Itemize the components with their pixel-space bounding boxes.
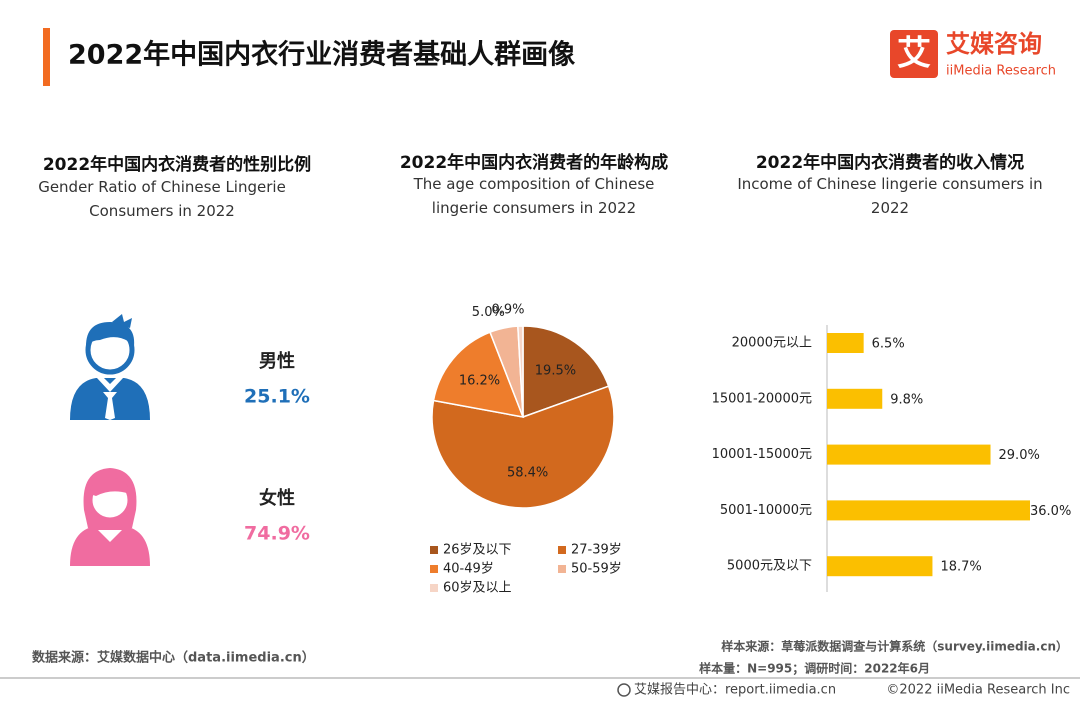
page-title: 2022年中国内衣行业消费者基础人群画像 bbox=[68, 39, 575, 71]
legend-swatch bbox=[430, 565, 438, 573]
footer-copyright: ©2022 iiMedia Research Inc bbox=[886, 683, 1070, 698]
pie-label: 19.5% bbox=[535, 363, 576, 378]
bar bbox=[827, 333, 864, 353]
legend-label: 27-39岁 bbox=[571, 543, 622, 558]
bar-category: 15001-20000元 bbox=[712, 391, 812, 406]
logo-en: iiMedia Research bbox=[946, 64, 1056, 79]
legend-swatch bbox=[558, 565, 566, 573]
title-accent bbox=[43, 28, 50, 86]
bar bbox=[827, 500, 1030, 521]
gender-label: 女性 bbox=[259, 487, 295, 509]
bar bbox=[827, 388, 883, 409]
pie-slice bbox=[431, 385, 615, 509]
bar-value: 36.0% bbox=[1030, 504, 1071, 519]
bar-value: 9.8% bbox=[890, 392, 923, 407]
footer-icon bbox=[617, 683, 631, 697]
chart-title: 2022年中国内衣消费者的年龄构成 bbox=[399, 153, 669, 173]
bar-value: 18.7% bbox=[940, 560, 981, 575]
legend-label: 40-49岁 bbox=[443, 562, 494, 577]
bar-value: 6.5% bbox=[872, 337, 905, 352]
bar-category: 5001-10000元 bbox=[720, 503, 812, 518]
gender-value: 74.9% bbox=[244, 523, 310, 545]
legend-label: 26岁及以下 bbox=[443, 543, 512, 558]
pie-label: 58.4% bbox=[507, 466, 548, 481]
pie-label: 5.0% bbox=[472, 305, 505, 320]
bar-category: 20000元以上 bbox=[732, 336, 812, 351]
pie-slice bbox=[522, 325, 610, 419]
sample-info: 样本量：N=995；调研时间：2022年6月 bbox=[699, 661, 930, 676]
bar bbox=[827, 444, 991, 465]
chart-subtitle: Income of Chinese lingerie consumers in … bbox=[737, 175, 1043, 217]
pie-label: 0.9% bbox=[491, 303, 524, 318]
logo-box bbox=[890, 30, 938, 78]
bar-category: 10001-15000元 bbox=[712, 447, 812, 462]
sample-source: 样本来源：草莓派数据调查与计算系统（survey.iimedia.cn） bbox=[721, 639, 1068, 654]
legend-swatch bbox=[430, 546, 438, 554]
chart-title: 2022年中国内衣消费者的性别比例 bbox=[42, 155, 312, 175]
footer-source: 数据来源：艾媒数据中心（data.iimedia.cn） bbox=[32, 650, 315, 666]
bar bbox=[827, 556, 933, 577]
legend-swatch bbox=[430, 584, 438, 592]
legend-label: 50-59岁 bbox=[571, 562, 622, 577]
gender-value: 25.1% bbox=[244, 386, 310, 408]
legend-label: 60岁及以上 bbox=[443, 581, 512, 596]
chart-subtitle: The age composition of Chinese lingerie … bbox=[413, 175, 655, 217]
logo-cn: 艾媒咨询 bbox=[946, 30, 1042, 58]
chart-title: 2022年中国内衣消费者的收入情况 bbox=[755, 153, 1025, 173]
footer-report: 艾媒报告中心：report.iimedia.cn bbox=[634, 683, 836, 698]
pie-label: 16.2% bbox=[459, 374, 500, 389]
pie-slice bbox=[432, 331, 525, 418]
chart-subtitle: Gender Ratio of Chinese Lingerie Consume… bbox=[38, 178, 286, 220]
logo-mark: 艾 bbox=[897, 34, 931, 74]
bar-category: 5000元及以下 bbox=[727, 559, 812, 574]
gender-label: 男性 bbox=[259, 350, 295, 372]
male-icon bbox=[70, 314, 150, 420]
bar-value: 29.0% bbox=[999, 448, 1040, 463]
female-icon bbox=[70, 468, 150, 566]
pie-slice bbox=[517, 325, 524, 418]
legend-swatch bbox=[558, 546, 566, 554]
